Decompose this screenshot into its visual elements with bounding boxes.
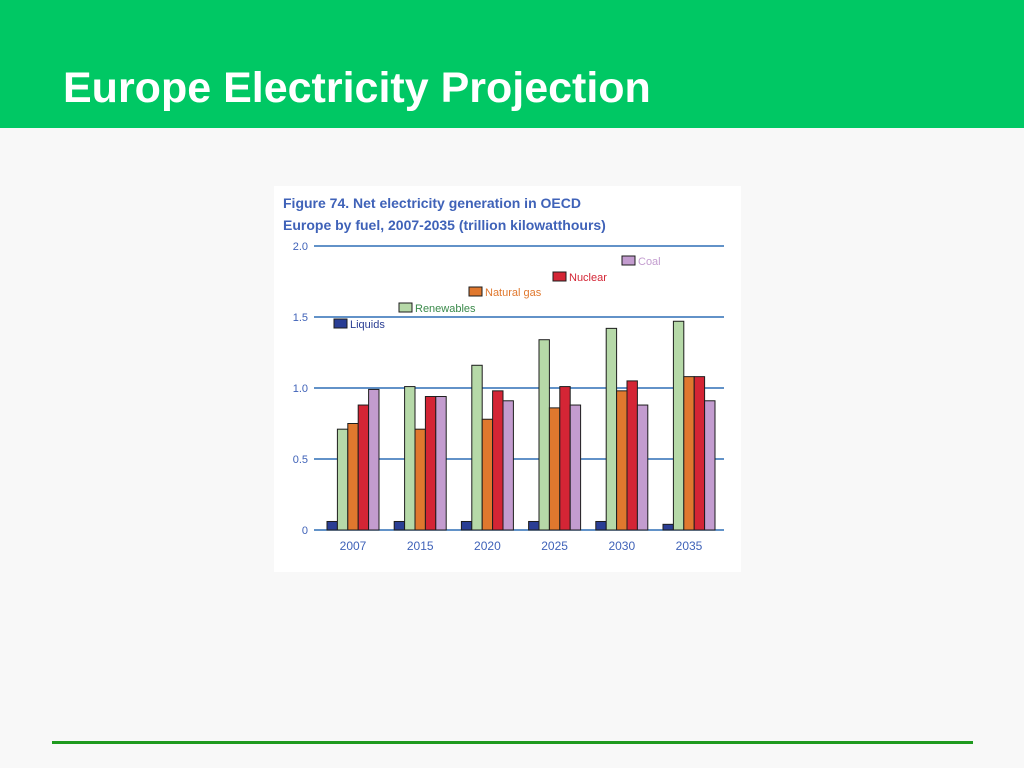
bar-coal-2015	[435, 396, 447, 531]
y-tick-label: 0	[302, 525, 308, 537]
bar-liquids-2015	[393, 520, 406, 531]
bar-nuclear-2020	[492, 390, 504, 531]
bar-nuclear-2035	[693, 376, 706, 531]
x-tick-label: 2015	[407, 539, 434, 553]
legend-swatch	[552, 271, 567, 282]
legend-swatch	[333, 318, 348, 329]
legend-swatch	[398, 302, 413, 313]
footer-divider	[52, 741, 973, 744]
bar-liquids-2007	[326, 520, 338, 531]
bar-renewables-2030	[605, 327, 618, 531]
x-tick-label: 2035	[676, 539, 703, 553]
legend-swatch	[468, 286, 483, 297]
bar-renewables-2035	[672, 320, 685, 531]
x-tick-label: 2030	[608, 539, 635, 553]
bar-natural-gas-2007	[347, 423, 359, 531]
bar-renewables-2025	[538, 339, 550, 531]
bar-coal-2007	[368, 388, 380, 531]
bar-natural-gas-2020	[481, 418, 494, 531]
bar-liquids-2020	[460, 520, 473, 531]
figure-caption-line-2: Europe by fuel, 2007-2035 (trillion kilo…	[283, 217, 606, 233]
header-bar: Europe Electricity Projection	[0, 0, 1024, 128]
bar-renewables-2007	[336, 428, 349, 531]
x-tick-label: 2025	[541, 539, 568, 553]
bar-coal-2025	[569, 404, 582, 531]
bar-nuclear-2030	[626, 380, 638, 531]
bar-coal-2035	[704, 400, 716, 531]
bar-liquids-2035	[662, 523, 674, 531]
bar-coal-2020	[502, 400, 514, 531]
legend-label: Renewables	[415, 303, 476, 315]
bar-nuclear-2025	[559, 386, 571, 531]
legend-label: Liquids	[350, 319, 385, 331]
y-tick-label: 1.0	[293, 383, 308, 395]
legend-label: Coal	[638, 256, 661, 268]
legend-label: Natural gas	[485, 287, 542, 299]
bar-natural-gas-2035	[683, 376, 695, 531]
x-tick-label: 2020	[474, 539, 501, 553]
x-tick-label: 2007	[340, 539, 367, 553]
slide-title: Europe Electricity Projection	[63, 64, 651, 112]
y-tick-label: 1.5	[293, 312, 308, 324]
figure-caption-line-1: Figure 74. Net electricity generation in…	[283, 195, 581, 211]
y-tick-label: 0.5	[293, 454, 308, 466]
figure-caption: Figure 74. Net electricity generation in…	[283, 192, 733, 236]
figure-panel: 0 0.5 1.0 1.5 2.0 2007 2015 2020 2025 2030 2035 Liq…	[274, 186, 741, 572]
bar-liquids-2030	[595, 520, 607, 531]
bar-renewables-2020	[471, 364, 483, 531]
bar-nuclear-2015	[424, 396, 437, 531]
bar-natural-gas-2015	[414, 428, 426, 531]
bar-natural-gas-2030	[616, 390, 628, 531]
y-tick-label: 2.0	[293, 241, 308, 253]
bar-nuclear-2007	[357, 404, 370, 531]
chart: 0 0.5 1.0 1.5 2.0 2007 2015 2020 2025 2030 2035 Liq…	[293, 241, 724, 553]
bar-natural-gas-2025	[548, 407, 561, 531]
bar-coal-2030	[636, 404, 649, 531]
bar-renewables-2015	[404, 386, 416, 531]
legend-swatch	[621, 255, 636, 266]
legend-label: Nuclear	[569, 272, 607, 284]
bar-liquids-2025	[528, 520, 540, 531]
